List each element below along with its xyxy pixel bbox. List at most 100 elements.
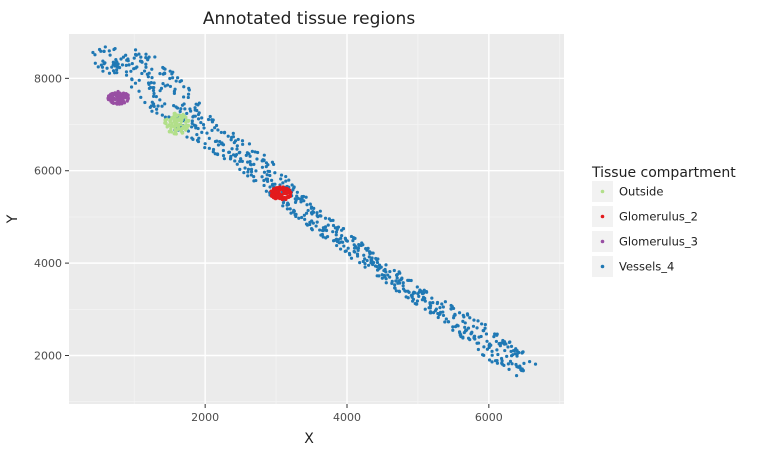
vessels-4-point xyxy=(115,60,119,64)
vessels-4-point xyxy=(264,189,268,193)
vessels-4-point xyxy=(377,274,381,278)
vessels-4-point xyxy=(471,324,476,328)
vessels-4-point xyxy=(119,57,123,61)
vessels-4-point xyxy=(411,297,416,301)
vessels-4-point xyxy=(314,224,318,228)
vessels-4-point xyxy=(147,86,152,90)
vessels-4-point xyxy=(398,271,402,275)
vessels-4-point xyxy=(369,258,373,262)
vessels-4-point xyxy=(390,279,394,283)
vessels-4-point xyxy=(102,49,106,53)
vessels-4-point xyxy=(150,67,154,71)
vessels-4-point xyxy=(505,354,509,358)
vessels-4-point xyxy=(152,91,156,96)
vessels-4-point xyxy=(383,275,387,279)
vessels-4-point xyxy=(319,233,323,237)
vessels-4-point xyxy=(221,154,226,158)
vessels-4-point xyxy=(503,348,507,353)
vessels-4-point xyxy=(485,347,490,351)
vessels-4-point xyxy=(96,65,100,69)
vessels-4-point xyxy=(434,307,438,311)
outside-point xyxy=(179,120,183,124)
vessels-4-point xyxy=(386,273,390,277)
x-tick-label: 2000 xyxy=(191,411,219,424)
vessels-4-point xyxy=(114,63,118,67)
vessels-4-point xyxy=(383,267,387,272)
vessels-4-point xyxy=(188,107,192,111)
glomerulus-2-point xyxy=(280,195,285,199)
vessels-4-point xyxy=(163,102,167,106)
vessels-4-point xyxy=(326,223,330,227)
vessels-4-point xyxy=(300,195,304,199)
vessels-4-point xyxy=(506,345,510,349)
vessels-4-point xyxy=(146,58,150,62)
vessels-4-point xyxy=(239,157,243,161)
legend-swatch xyxy=(600,239,605,244)
vessels-4-point xyxy=(384,281,388,285)
x-tick-label: 6000 xyxy=(475,411,503,424)
vessels-4-point xyxy=(335,226,339,230)
glomerulus-3-point xyxy=(111,97,115,101)
vessels-4-point xyxy=(324,236,328,240)
vessels-4-point xyxy=(107,49,111,53)
vessels-4-point xyxy=(514,374,519,378)
vessels-4-point xyxy=(482,345,486,349)
outside-point xyxy=(170,130,174,134)
vessels-4-point xyxy=(401,281,405,285)
vessels-4-point xyxy=(287,178,291,182)
vessels-4-point xyxy=(256,150,260,155)
vessels-4-point xyxy=(451,328,455,332)
vessels-4-point xyxy=(304,195,308,199)
vessels-4-point xyxy=(248,160,252,164)
vessels-4-point xyxy=(140,60,144,64)
vessels-4-point xyxy=(441,310,445,314)
vessels-4-point xyxy=(401,287,406,291)
vessels-4-point xyxy=(230,147,234,151)
vessels-4-point xyxy=(211,150,215,154)
vessels-4-point xyxy=(367,255,371,259)
vessels-4-point xyxy=(243,166,247,170)
vessels-4-point xyxy=(321,226,326,230)
outside-point xyxy=(166,124,170,128)
vessels-4-point xyxy=(318,209,322,213)
vessels-4-point xyxy=(159,86,164,90)
vessels-4-point xyxy=(487,358,492,362)
vessels-4-point xyxy=(178,109,182,114)
vessels-4-point xyxy=(361,259,365,264)
vessels-4-point xyxy=(246,170,250,174)
vessels-4-point xyxy=(132,56,136,60)
vessels-4-point xyxy=(393,286,397,290)
vessels-4-point xyxy=(222,131,227,135)
vessels-4-point xyxy=(509,344,514,348)
vessels-4-point xyxy=(415,285,419,289)
vessels-4-point xyxy=(341,227,346,231)
vessels-4-point xyxy=(398,281,402,285)
vessels-4-point xyxy=(468,316,472,320)
vessels-4-point xyxy=(120,63,125,67)
glomerulus-3-point xyxy=(117,94,121,98)
vessels-4-point xyxy=(196,117,201,121)
glomerulus-2-point xyxy=(283,191,287,195)
vessels-4-point xyxy=(207,146,211,150)
vessels-4-point xyxy=(452,306,456,311)
vessels-4-point xyxy=(170,72,174,76)
vessels-4-point xyxy=(475,326,479,330)
vessels-4-point xyxy=(393,283,397,287)
vessels-4-point xyxy=(124,73,129,77)
vessels-4-point xyxy=(265,177,270,181)
vessels-4-point xyxy=(252,175,256,179)
vessels-4-point xyxy=(149,81,153,85)
vessels-4-point xyxy=(507,367,511,371)
vessels-4-point xyxy=(183,107,187,111)
glomerulus-2-point xyxy=(274,190,278,194)
vessels-4-point xyxy=(151,88,156,93)
vessels-4-point xyxy=(144,56,148,60)
vessels-4-point xyxy=(366,263,371,267)
vessels-4-point xyxy=(250,149,254,153)
vessels-4-point xyxy=(380,276,384,280)
vessels-4-point xyxy=(155,107,159,111)
vessels-4-point xyxy=(384,263,388,267)
vessels-4-point xyxy=(281,204,285,208)
vessels-4-point xyxy=(472,318,476,322)
